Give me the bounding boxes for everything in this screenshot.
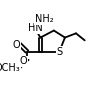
Text: S: S (56, 47, 62, 57)
Text: NH₂: NH₂ (35, 14, 54, 24)
Text: OCH₃: OCH₃ (0, 63, 20, 73)
Text: HN: HN (28, 23, 42, 33)
Text: O: O (12, 40, 20, 50)
Text: O: O (19, 56, 27, 66)
